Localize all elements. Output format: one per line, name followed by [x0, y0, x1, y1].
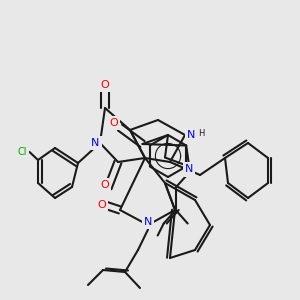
Text: N: N: [187, 130, 195, 140]
Text: O: O: [98, 200, 106, 210]
Text: N: N: [91, 138, 100, 148]
Text: N: N: [185, 164, 194, 175]
Text: N: N: [144, 217, 152, 227]
Text: H: H: [198, 129, 205, 138]
Text: O: O: [100, 180, 109, 190]
Text: O: O: [110, 118, 118, 128]
Text: Cl: Cl: [17, 147, 27, 157]
Text: O: O: [100, 80, 109, 89]
